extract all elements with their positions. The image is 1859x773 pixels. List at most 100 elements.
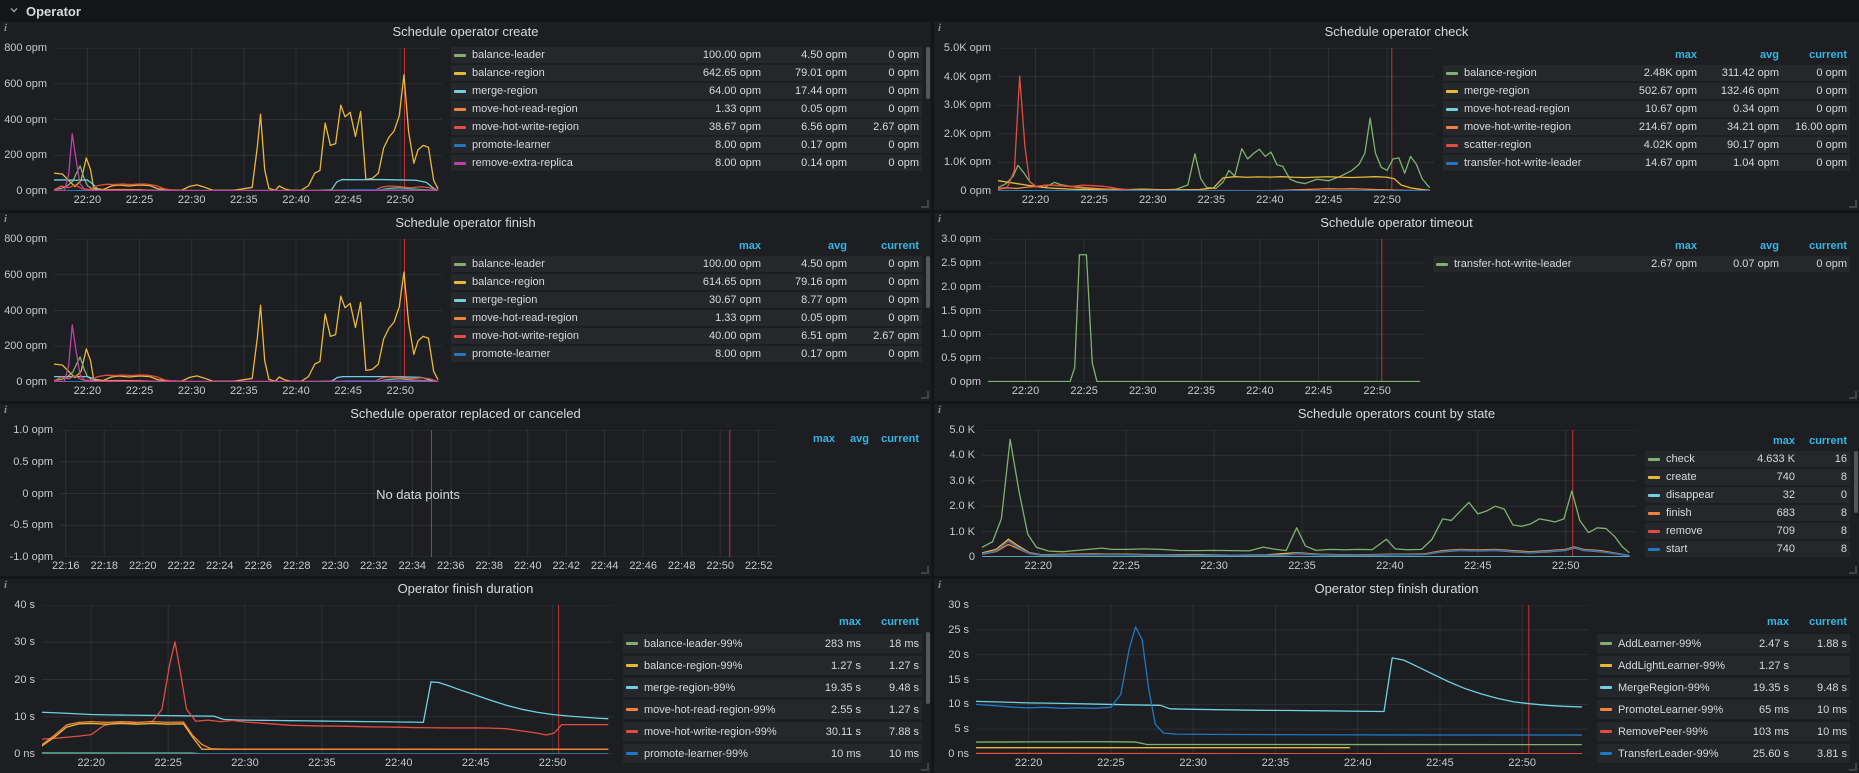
panel-title[interactable]: Operator step finish duration bbox=[1314, 581, 1479, 596]
legend-series-toggle[interactable]: move-hot-write-region bbox=[1446, 121, 1609, 133]
legend-header-current[interactable]: current bbox=[881, 240, 919, 252]
panel-resize-handle[interactable] bbox=[1849, 200, 1857, 208]
graph-canvas[interactable] bbox=[42, 605, 614, 754]
legend-series-toggle[interactable]: RemovePeer-99% bbox=[1600, 726, 1725, 738]
series-color-icon[interactable] bbox=[454, 262, 466, 266]
series-color-icon[interactable] bbox=[454, 143, 466, 147]
legend-series-toggle[interactable]: balance-leader-99% bbox=[626, 638, 797, 650]
series-color-icon[interactable] bbox=[454, 125, 466, 129]
legend-series-toggle[interactable]: transfer-hot-write-leader bbox=[1436, 258, 1609, 270]
series-color-icon[interactable] bbox=[454, 280, 466, 284]
legend-series-toggle[interactable]: TransferLeader-99% bbox=[1600, 748, 1725, 760]
legend-header-max[interactable]: max bbox=[1766, 615, 1789, 628]
series-color-icon[interactable] bbox=[454, 71, 466, 75]
legend-series-toggle[interactable]: start bbox=[1648, 543, 1729, 555]
graph-canvas[interactable] bbox=[976, 605, 1588, 754]
series-color-icon[interactable] bbox=[1648, 511, 1660, 515]
legend-series-toggle[interactable]: AddLightLearner-99% bbox=[1600, 660, 1725, 672]
series-color-icon[interactable] bbox=[1446, 125, 1458, 129]
legend-series-toggle[interactable]: transfer-hot-write-leader bbox=[1446, 157, 1609, 169]
series-color-icon[interactable] bbox=[454, 352, 466, 356]
legend-header-avg[interactable]: avg bbox=[1760, 240, 1779, 252]
series-color-icon[interactable] bbox=[1648, 475, 1660, 479]
series-color-icon[interactable] bbox=[454, 53, 466, 57]
panel-title[interactable]: Schedule operator create bbox=[392, 24, 539, 39]
legend-scrollbar[interactable] bbox=[926, 632, 930, 704]
legend-series-toggle[interactable]: merge-region-99% bbox=[626, 682, 797, 694]
series-color-icon[interactable] bbox=[1648, 457, 1660, 461]
legend-series-toggle[interactable]: merge-region bbox=[454, 294, 669, 306]
legend-header-max[interactable]: max bbox=[1772, 435, 1795, 447]
legend-series-toggle[interactable]: scatter-region bbox=[1446, 139, 1609, 151]
series-color-icon[interactable] bbox=[1648, 529, 1660, 533]
panel-title[interactable]: Schedule operators count by state bbox=[1297, 406, 1496, 421]
series-color-icon[interactable] bbox=[454, 161, 466, 165]
series-color-icon[interactable] bbox=[1600, 686, 1612, 689]
series-color-icon[interactable] bbox=[1600, 730, 1612, 733]
legend-series-toggle[interactable]: merge-region bbox=[1446, 85, 1609, 97]
legend-series-toggle[interactable]: PromoteLearner-99% bbox=[1600, 704, 1725, 716]
series-color-icon[interactable] bbox=[626, 642, 638, 645]
legend-header-current[interactable]: current bbox=[1809, 435, 1847, 447]
series-color-icon[interactable] bbox=[626, 664, 638, 667]
graph-canvas[interactable] bbox=[982, 430, 1636, 557]
legend-header-max[interactable]: max bbox=[1674, 240, 1697, 252]
panel-title[interactable]: Schedule operator check bbox=[1324, 24, 1469, 39]
graph-canvas[interactable] bbox=[54, 48, 442, 191]
panel-info-icon[interactable]: i bbox=[938, 22, 942, 34]
series-color-icon[interactable] bbox=[1446, 161, 1458, 165]
legend-series-toggle[interactable]: promote-learner-99% bbox=[626, 748, 797, 760]
panel-resize-handle[interactable] bbox=[921, 566, 929, 574]
legend-series-toggle[interactable]: move-hot-read-region bbox=[1446, 103, 1609, 115]
series-color-icon[interactable] bbox=[454, 316, 466, 320]
panel-resize-handle[interactable] bbox=[921, 200, 929, 208]
graph-canvas[interactable] bbox=[60, 430, 776, 557]
legend-scrollbar[interactable] bbox=[1854, 451, 1858, 513]
legend-series-toggle[interactable]: move-hot-read-region bbox=[454, 312, 669, 324]
series-color-icon[interactable] bbox=[1600, 642, 1612, 645]
panel-title[interactable]: Schedule operator finish bbox=[395, 215, 536, 230]
series-color-icon[interactable] bbox=[454, 107, 466, 111]
legend-series-toggle[interactable]: balance-region-99% bbox=[626, 660, 797, 672]
legend-header-max[interactable]: max bbox=[838, 615, 861, 628]
legend-series-toggle[interactable]: disappear bbox=[1648, 489, 1729, 501]
panel-resize-handle[interactable] bbox=[921, 763, 929, 771]
series-color-icon[interactable] bbox=[454, 89, 466, 93]
series-color-icon[interactable] bbox=[1600, 664, 1612, 667]
panel-info-icon[interactable]: i bbox=[4, 213, 8, 225]
legend-header-current[interactable]: current bbox=[881, 433, 919, 445]
legend-series-toggle[interactable]: merge-region bbox=[454, 85, 669, 97]
legend-header-current[interactable]: current bbox=[1809, 240, 1847, 252]
panel-title[interactable]: Schedule operator replaced or canceled bbox=[350, 406, 581, 421]
legend-series-toggle[interactable]: MergeRegion-99% bbox=[1600, 682, 1725, 694]
legend-header-avg[interactable]: avg bbox=[850, 433, 869, 445]
series-color-icon[interactable] bbox=[626, 752, 638, 755]
panel-info-icon[interactable]: i bbox=[938, 579, 942, 591]
panel-info-icon[interactable]: i bbox=[938, 404, 942, 416]
panel-resize-handle[interactable] bbox=[921, 391, 929, 399]
series-color-icon[interactable] bbox=[626, 708, 638, 711]
legend-series-toggle[interactable]: move-hot-write-region bbox=[454, 121, 669, 133]
legend-series-toggle[interactable]: remove bbox=[1648, 525, 1729, 537]
series-color-icon[interactable] bbox=[1600, 708, 1612, 711]
graph-canvas[interactable] bbox=[998, 48, 1434, 191]
panel-info-icon[interactable]: i bbox=[4, 579, 8, 591]
legend-header-current[interactable]: current bbox=[881, 615, 919, 628]
legend-series-toggle[interactable]: balance-leader bbox=[454, 49, 669, 61]
series-color-icon[interactable] bbox=[1446, 71, 1458, 75]
panel-info-icon[interactable]: i bbox=[938, 213, 942, 225]
series-color-icon[interactable] bbox=[1446, 143, 1458, 147]
legend-header-max[interactable]: max bbox=[1674, 49, 1697, 61]
legend-series-toggle[interactable]: AddLearner-99% bbox=[1600, 638, 1725, 650]
legend-series-toggle[interactable]: move-hot-read-region bbox=[454, 103, 669, 115]
panel-resize-handle[interactable] bbox=[1849, 763, 1857, 771]
legend-header-current[interactable]: current bbox=[1809, 615, 1847, 628]
panel-title[interactable]: Operator finish duration bbox=[397, 581, 534, 596]
legend-series-toggle[interactable]: finish bbox=[1648, 507, 1729, 519]
series-color-icon[interactable] bbox=[1648, 493, 1660, 497]
graph-canvas[interactable] bbox=[54, 239, 442, 382]
series-color-icon[interactable] bbox=[1648, 547, 1660, 551]
legend-series-toggle[interactable]: create bbox=[1648, 471, 1729, 483]
legend-header-avg[interactable]: avg bbox=[1760, 49, 1779, 61]
graph-canvas[interactable] bbox=[988, 239, 1424, 382]
